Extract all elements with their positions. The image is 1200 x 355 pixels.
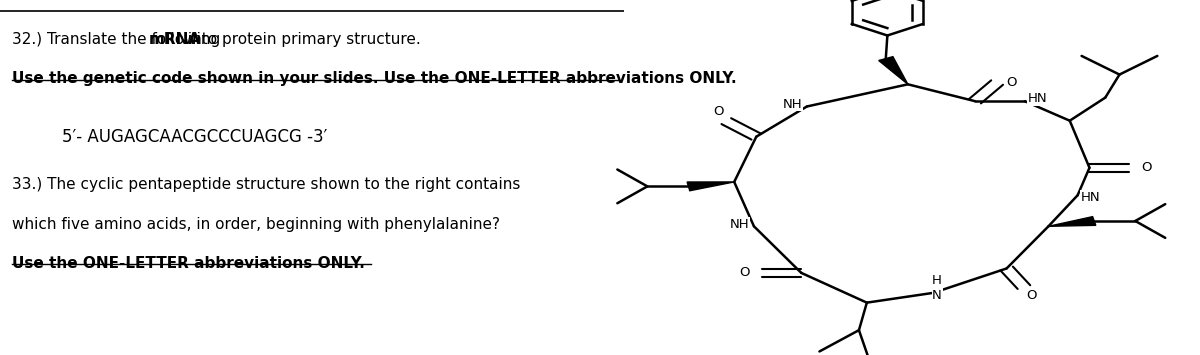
Text: which five amino acids, in order, beginning with phenylalanine?: which five amino acids, in order, beginn… [12, 217, 500, 231]
Polygon shape [688, 182, 734, 191]
Text: mRNA: mRNA [149, 32, 200, 47]
Text: 33.) The cyclic pentapeptide structure shown to the right contains: 33.) The cyclic pentapeptide structure s… [12, 178, 521, 192]
Polygon shape [1049, 217, 1096, 226]
Text: 32.) Translate the following: 32.) Translate the following [12, 32, 226, 47]
Text: NH: NH [730, 218, 750, 231]
Text: NH: NH [782, 98, 803, 111]
Text: O: O [1141, 161, 1152, 174]
Text: HN: HN [1027, 92, 1048, 105]
Text: O: O [1006, 76, 1016, 89]
Text: Use the genetic code shown in your slides. Use the ONE-LETTER abbreviations ONLY: Use the genetic code shown in your slide… [12, 71, 737, 86]
Text: O: O [739, 266, 750, 279]
Text: HN: HN [1080, 191, 1100, 204]
Polygon shape [878, 57, 908, 84]
Text: 5′- AUGAGCAACGCCCUAGCG -3′: 5′- AUGAGCAACGCCCUAGCG -3′ [62, 128, 328, 146]
Text: H
N: H N [932, 274, 942, 302]
Text: O: O [1026, 289, 1037, 302]
Text: Use the ONE-LETTER abbreviations ONLY.: Use the ONE-LETTER abbreviations ONLY. [12, 256, 365, 271]
Text: O: O [713, 105, 724, 118]
Text: into protein primary structure.: into protein primary structure. [184, 32, 421, 47]
